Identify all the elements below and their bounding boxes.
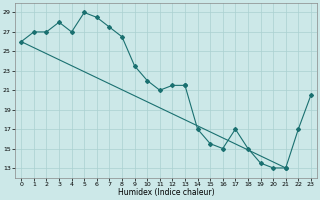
X-axis label: Humidex (Indice chaleur): Humidex (Indice chaleur) [118,188,214,197]
